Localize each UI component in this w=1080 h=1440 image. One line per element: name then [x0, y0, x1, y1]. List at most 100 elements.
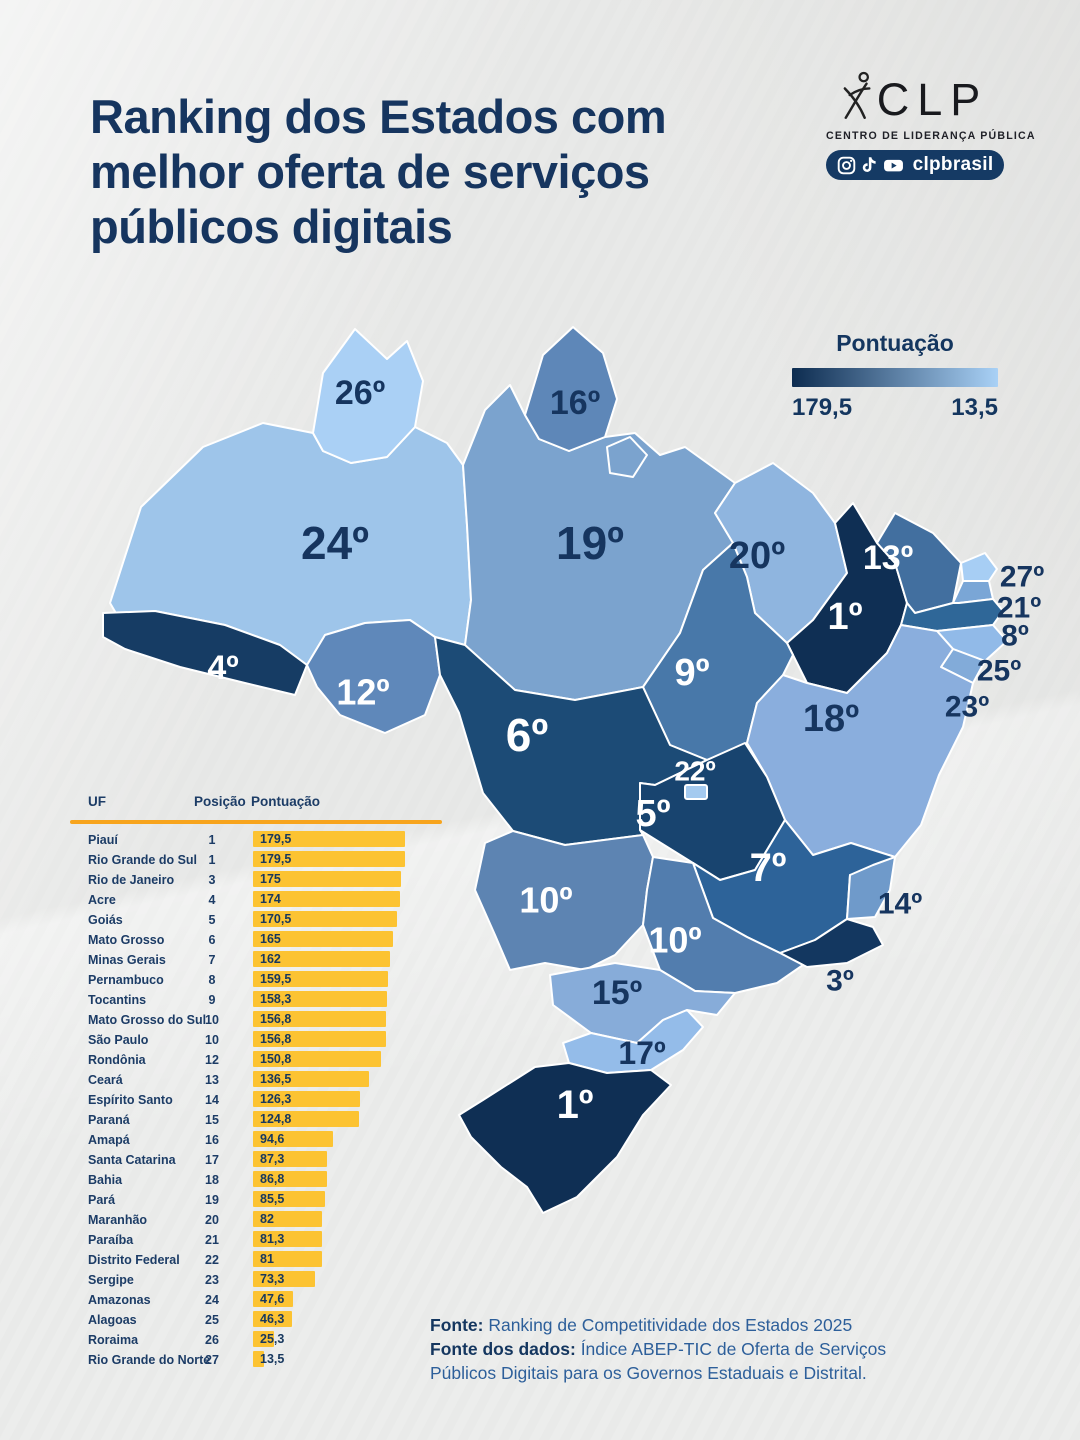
- state-to-label: 9º: [674, 652, 709, 694]
- row-state-name: Pará: [88, 1193, 116, 1207]
- row-position: 1: [208, 853, 216, 867]
- row-score-value: 87,3: [260, 1152, 285, 1166]
- table-row: Piauí 1 179,5: [70, 830, 442, 850]
- table-row: Bahia 18 86,8: [70, 1170, 442, 1190]
- row-state-name: Mato Grosso do Sul: [88, 1013, 207, 1027]
- table-row: Maranhão 20 82: [70, 1210, 442, 1230]
- row-position: 25: [205, 1313, 219, 1327]
- state-pa-label: 19º: [556, 517, 624, 569]
- row-position: 27: [205, 1353, 219, 1367]
- source-text: Ranking de Competitividade dos Estados 2…: [483, 1315, 853, 1335]
- row-score-bar: 175: [253, 871, 401, 887]
- state-rr: [312, 328, 424, 464]
- row-score-value: 158,3: [260, 992, 292, 1006]
- row-position: 21: [205, 1233, 219, 1247]
- table-row: Ceará 13 136,5: [70, 1070, 442, 1090]
- state-sp: [642, 856, 804, 994]
- table-row: Paraná 15 124,8: [70, 1110, 442, 1130]
- row-state-name: Acre: [88, 893, 116, 907]
- table-row: Minas Gerais 7 162: [70, 950, 442, 970]
- row-score-bar: 126,3: [253, 1091, 360, 1107]
- row-score-bar: 73,3: [253, 1271, 315, 1287]
- column-header-pontuacao: Pontuação: [251, 794, 321, 809]
- row-state-name: Espírito Santo: [88, 1093, 173, 1107]
- brazil-choropleth-map: 26º 16º 24º 19º 20º 1º 13º 27º 21º 8º 25…: [102, 326, 1044, 1214]
- table-row: Rio Grande do Sul 1 179,5: [70, 850, 442, 870]
- table-row: Mato Grosso do Sul 10 156,8: [70, 1010, 442, 1030]
- state-ma-label: 20º: [729, 535, 785, 577]
- row-state-name: Amazonas: [88, 1293, 151, 1307]
- column-header-uf: UF: [88, 794, 106, 809]
- state-pr-label: 15º: [592, 974, 642, 1012]
- row-score-bar: 170,5: [253, 911, 397, 927]
- table-row: Roraima 26 25,3: [70, 1330, 442, 1350]
- state-ce-label: 13º: [863, 539, 913, 577]
- social-pill[interactable]: clpbrasil: [826, 150, 1004, 180]
- social-handle[interactable]: clpbrasil: [912, 154, 994, 175]
- row-score-value: 124,8: [260, 1112, 292, 1126]
- row-state-name: Paraná: [88, 1113, 130, 1127]
- row-score-bar: 174: [253, 891, 400, 907]
- row-position: 13: [205, 1073, 219, 1087]
- row-score-bar: 162: [253, 951, 390, 967]
- row-position: 19: [205, 1193, 219, 1207]
- table-row: Tocantins 9 158,3: [70, 990, 442, 1010]
- row-score-value: 150,8: [260, 1052, 292, 1066]
- row-score-value: 179,5: [260, 832, 292, 846]
- row-state-name: Rio de Janeiro: [88, 873, 175, 887]
- row-score-bar: 82: [253, 1211, 322, 1227]
- table-row: Paraíba 21 81,3: [70, 1230, 442, 1250]
- table-row: Santa Catarina 17 87,3: [70, 1150, 442, 1170]
- row-score-value: 13,5: [260, 1352, 285, 1366]
- row-position: 5: [208, 913, 216, 927]
- state-sp-label: 10º: [648, 920, 701, 961]
- table-row: Espírito Santo 14 126,3: [70, 1090, 442, 1110]
- clp-logo-text: CLP: [876, 74, 989, 125]
- row-score-value: 94,6: [260, 1132, 285, 1146]
- row-position: 7: [208, 953, 216, 967]
- row-score-value: 46,3: [260, 1312, 285, 1326]
- state-ms-label: 10º: [519, 880, 572, 921]
- row-score-value: 159,5: [260, 972, 292, 986]
- state-ba: [746, 624, 974, 858]
- title-line-1: Ranking dos Estados com: [90, 90, 667, 143]
- page-title: Ranking dos Estados com melhor oferta de…: [90, 90, 770, 255]
- row-score-bar: 165: [253, 931, 393, 947]
- state-df: [684, 784, 708, 800]
- row-score-bar: 156,8: [253, 1011, 386, 1027]
- row-state-name: Distrito Federal: [88, 1253, 180, 1267]
- row-position: 18: [205, 1173, 219, 1187]
- table-row: Pernambuco 8 159,5: [70, 970, 442, 990]
- column-header-posicao: Posição: [194, 794, 246, 809]
- youtube-icon[interactable]: [883, 156, 904, 175]
- table-row: Distrito Federal 22 81: [70, 1250, 442, 1270]
- state-pe-label: 8º: [1001, 620, 1029, 653]
- marajo-island: [606, 436, 648, 478]
- row-score-value: 86,8: [260, 1172, 285, 1186]
- row-state-name: Piauí: [88, 833, 118, 847]
- row-position: 14: [205, 1093, 219, 1107]
- row-position: 9: [208, 993, 216, 1007]
- row-score-value: 25,3: [260, 1332, 285, 1346]
- data-source-text: Índice ABEP-TIC de Oferta de Serviços Pú…: [430, 1338, 887, 1383]
- state-am-label: 24º: [301, 517, 369, 569]
- row-score-value: 82: [260, 1212, 274, 1226]
- row-score-bar: 25,3: [253, 1331, 284, 1347]
- row-position: 17: [205, 1153, 219, 1167]
- state-go-label: 5º: [635, 793, 670, 835]
- row-score-value: 165: [260, 932, 281, 946]
- title-line-2: melhor oferta de serviços: [90, 144, 650, 198]
- tiktok-icon[interactable]: [861, 156, 878, 175]
- state-pr: [549, 962, 736, 1044]
- row-position: 3: [208, 873, 216, 887]
- table-row: São Paulo 10 156,8: [70, 1030, 442, 1050]
- state-rs-label: 1º: [557, 1083, 594, 1127]
- instagram-icon[interactable]: [837, 156, 856, 175]
- clp-logo-subtitle: CENTRO DE LIDERANÇA PÚBLICA: [826, 130, 1036, 142]
- state-mg-label: 7º: [750, 846, 787, 890]
- row-state-name: Alagoas: [88, 1313, 137, 1327]
- state-ap: [524, 326, 618, 452]
- state-pi-label: 1º: [827, 596, 862, 638]
- row-score-value: 156,8: [260, 1032, 292, 1046]
